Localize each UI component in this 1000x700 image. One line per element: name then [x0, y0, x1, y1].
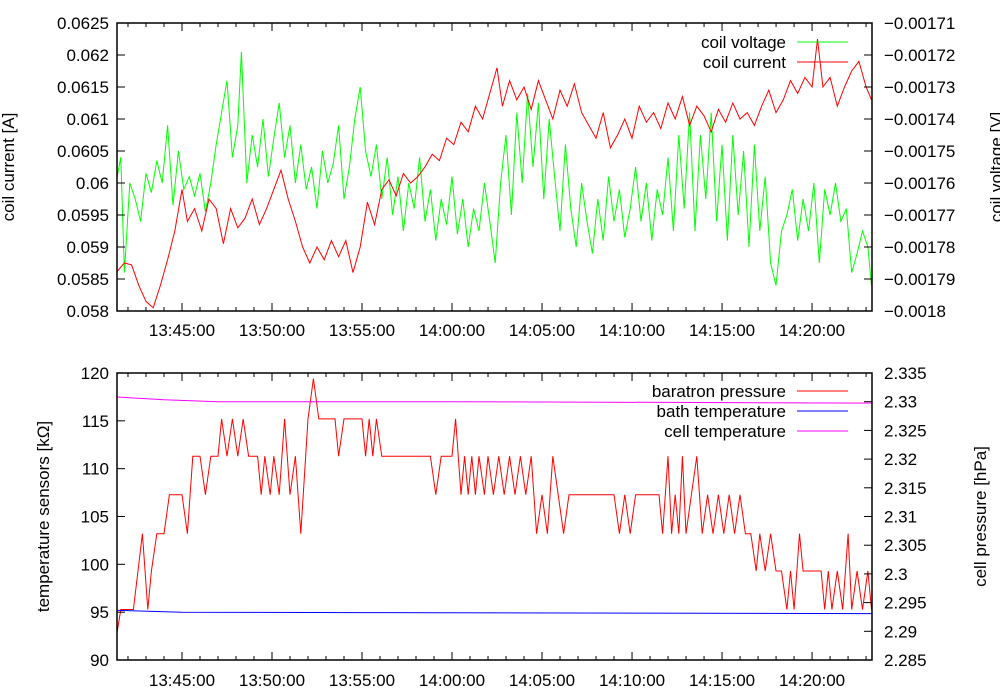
x-tick-label: 14:10:00 [599, 321, 665, 340]
x-tick-label: 13:55:00 [329, 321, 395, 340]
x-tick-label: 14:00:00 [419, 321, 485, 340]
x-tick-label: 14:00:00 [419, 671, 485, 690]
y-tick-label: 0.0615 [57, 78, 109, 97]
y-tick-label: 110 [82, 460, 109, 479]
y-tick-label: 0.0605 [57, 142, 109, 161]
legend-label: coil current [703, 53, 786, 72]
y-tick-label: 0.0625 [57, 14, 109, 33]
y2-tick-label: 2.31 [884, 508, 917, 527]
y-axis-title: temperature sensors [kΩ] [34, 421, 53, 612]
x-tick-label: 13:50:00 [239, 671, 305, 690]
x-tick-label: 13:45:00 [149, 671, 215, 690]
y2-tick-label: −0.00173 [884, 78, 955, 97]
x-tick-label: 14:05:00 [509, 671, 575, 690]
series-line-coil-current [117, 38, 872, 309]
series-line-baratron-pressure [117, 378, 872, 637]
x-tick-label: 14:20:00 [779, 321, 845, 340]
y-axis-title: coil current [A] [0, 113, 18, 222]
y-tick-label: 0.059 [66, 238, 109, 257]
y2-tick-label: 2.315 [884, 479, 927, 498]
y2-tick-label: 2.325 [884, 421, 927, 440]
y2-tick-label: −0.00177 [884, 206, 955, 225]
y2-tick-label: −0.00175 [884, 142, 955, 161]
y-tick-label: 95 [90, 603, 109, 622]
y-tick-label: 120 [81, 364, 109, 383]
plot-border [116, 22, 873, 312]
series-line-cell-temperature [117, 396, 872, 404]
x-tick-label: 14:20:00 [779, 671, 845, 690]
y2-tick-label: 2.335 [884, 364, 927, 383]
legend-label: coil voltage [701, 33, 786, 52]
x-tick-label: 14:10:00 [599, 671, 665, 690]
y2-tick-label: 2.295 [884, 594, 927, 613]
series-line-bath-temperature [117, 609, 872, 615]
x-tick-label: 13:50:00 [239, 321, 305, 340]
y2-tick-label: −0.00174 [884, 110, 955, 129]
y-tick-label: 105 [81, 508, 109, 527]
y2-tick-label: 2.33 [884, 393, 917, 412]
y-tick-label: 100 [81, 555, 109, 574]
y-tick-label: 115 [82, 412, 109, 431]
x-tick-label: 13:45:00 [149, 321, 215, 340]
y2-tick-label: −0.00171 [884, 14, 955, 33]
x-tick-label: 14:15:00 [689, 321, 755, 340]
x-tick-label: 14:05:00 [509, 321, 575, 340]
panel-2: 13:45:00 13:50:00 13:55:00 14:00:00 14:05:00… [34, 364, 990, 690]
y2-axis-title: cell pressure [hPa] [971, 446, 990, 587]
y-tick-label: 0.062 [66, 46, 109, 65]
y2-tick-label: 2.32 [884, 450, 917, 469]
y2-tick-label: −0.00176 [884, 174, 955, 193]
y2-axis-title: coil voltage [V] [987, 112, 1000, 223]
y2-tick-label: −0.00179 [884, 270, 955, 289]
y2-tick-label: 2.29 [884, 622, 917, 641]
y2-tick-label: 2.3 [884, 565, 908, 584]
y2-tick-label: −0.0018 [884, 302, 946, 321]
y-tick-label: 0.0585 [57, 270, 109, 289]
x-tick-label: 14:15:00 [689, 671, 755, 690]
y2-tick-label: 2.285 [884, 651, 927, 670]
y-tick-label: 0.061 [66, 110, 109, 129]
y2-tick-label: 2.305 [884, 536, 927, 555]
legend-label: bath temperature [657, 402, 786, 421]
legend-label: cell temperature [664, 422, 786, 441]
y2-tick-label: −0.00172 [884, 46, 955, 65]
x-tick-label: 13:55:00 [329, 671, 395, 690]
panel-1: 13:45:00 13:50:00 13:55:00 14:00:00 14:05:00… [0, 14, 1000, 340]
y-tick-label: 0.06 [76, 174, 109, 193]
y-tick-label: 0.058 [66, 302, 109, 321]
legend-label: baratron pressure [652, 382, 786, 401]
y2-tick-label: −0.00178 [884, 238, 955, 257]
y-tick-label: 0.0595 [57, 206, 109, 225]
series-line-coil-voltage [117, 51, 872, 286]
y-tick-label: 90 [90, 651, 109, 670]
